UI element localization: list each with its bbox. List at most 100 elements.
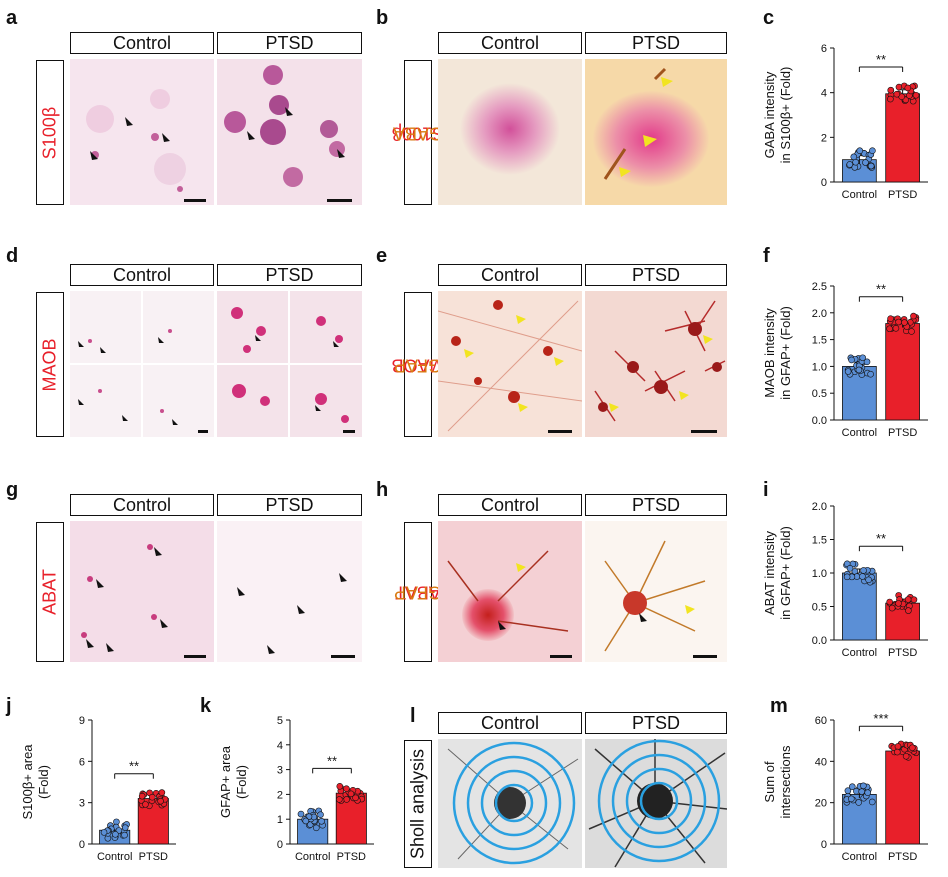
y-axis-label: in GFAP+ (Fold) xyxy=(778,526,793,620)
data-point xyxy=(860,782,867,790)
data-point xyxy=(343,796,350,803)
y-axis-label: S100β+ area xyxy=(20,744,35,820)
y-tick-label: 1 xyxy=(277,814,283,826)
data-point xyxy=(912,91,920,99)
significance-stars: ** xyxy=(876,52,886,67)
y-tick-label: 6 xyxy=(79,756,85,768)
y-axis-label: (Fold) xyxy=(234,765,249,799)
data-point xyxy=(867,162,875,170)
y-tick-label: 0 xyxy=(821,177,827,189)
condition-ptsd-g: PTSD xyxy=(217,494,362,516)
condition-control-b: Control xyxy=(438,32,582,54)
y-tick-label: 4 xyxy=(277,740,283,752)
data-point xyxy=(887,86,895,94)
x-tick-label: Control xyxy=(842,427,877,439)
y-axis-label: ABAT intensity xyxy=(762,530,777,615)
significance-stars: ** xyxy=(129,759,139,774)
data-point xyxy=(860,567,867,574)
stain-label-l: Sholl analysis xyxy=(404,740,432,868)
condition-control-a: Control xyxy=(70,32,214,54)
y-tick-label: 0.0 xyxy=(812,635,827,647)
y-tick-label: 2 xyxy=(277,789,283,801)
chart-j: 0 3 6 9 S100β+ area (Fold) Control PTSD ** xyxy=(0,702,190,872)
chart-svg-i: 0.0 0.5 1.0 1.5 2.0 ABAT intensity in GFAP+ (F… xyxy=(762,501,928,659)
data-point xyxy=(313,824,320,832)
chart-svg-j: 0 3 6 9 S100β+ area (Fold) Control PTSD ** xyxy=(20,715,176,863)
y-tick-label: 3 xyxy=(277,765,283,777)
x-tick-label: PTSD xyxy=(139,851,168,863)
chart-i: 0.0 0.5 1.0 1.5 2.0 ABAT intensity in GFAP+ (F… xyxy=(742,488,942,668)
chart-m: 0 20 40 60 Sum of intersections Control PTSD *** xyxy=(742,702,942,872)
chart-f: 0.0 0.5 1.0 1.5 2.0 2.5 MAOB intensity in GFAP+… xyxy=(742,268,942,448)
y-tick-label: 0.0 xyxy=(812,415,827,427)
y-tick-label: 0 xyxy=(277,839,283,851)
data-point xyxy=(336,783,344,790)
bar-ptsd xyxy=(885,750,920,845)
significance-stars: ** xyxy=(327,753,337,768)
y-tick-label: 0 xyxy=(79,839,85,851)
panel-label-b: b xyxy=(376,7,389,29)
sholl-image-control xyxy=(438,739,582,868)
data-point xyxy=(895,318,902,326)
x-tick-label: PTSD xyxy=(888,647,917,659)
condition-control-d: Control xyxy=(70,264,214,286)
y-axis-label: MAOB intensity xyxy=(762,308,777,398)
x-tick-label: Control xyxy=(842,647,877,659)
y-tick-label: 0.5 xyxy=(812,388,827,400)
condition-ptsd-l: PTSD xyxy=(585,712,727,734)
data-point xyxy=(317,811,324,818)
data-point xyxy=(902,752,910,760)
data-point xyxy=(888,604,896,612)
y-tick-label: 4 xyxy=(821,88,827,100)
stain-label-g: ABAT xyxy=(36,522,64,662)
data-point xyxy=(121,824,129,831)
data-point xyxy=(892,325,900,332)
data-point xyxy=(895,83,903,91)
micrograph-a-control xyxy=(70,59,214,205)
data-point xyxy=(855,366,863,374)
data-point xyxy=(865,576,872,584)
bar-ptsd xyxy=(885,93,920,183)
stain-label-d: MAOB xyxy=(36,292,64,437)
x-tick-label: Control xyxy=(97,851,132,863)
micrograph-e-ptsd xyxy=(585,291,727,437)
data-point xyxy=(904,596,912,603)
y-tick-label: 1.0 xyxy=(812,361,827,373)
data-point xyxy=(352,794,359,802)
x-tick-label: PTSD xyxy=(888,189,917,201)
data-point xyxy=(862,159,869,166)
data-point xyxy=(859,354,866,362)
data-point xyxy=(100,829,108,836)
x-tick-label: PTSD xyxy=(888,427,917,439)
y-tick-label: 2.0 xyxy=(812,501,827,513)
panel-label-h: h xyxy=(376,479,389,501)
chart-svg-m: 0 20 40 60 Sum of intersections Control PTSD *** xyxy=(762,711,928,863)
condition-ptsd-e: PTSD xyxy=(585,264,727,286)
x-tick-label: PTSD xyxy=(337,851,366,863)
chart-svg-c: 0 2 4 6 GABA intensity in S100β+ (Fold) Contro… xyxy=(762,43,928,201)
x-tick-label: Control xyxy=(295,851,330,863)
data-point xyxy=(158,789,166,796)
condition-ptsd-d: PTSD xyxy=(217,264,362,286)
data-point xyxy=(336,796,343,803)
micrograph-b-ptsd xyxy=(585,59,727,205)
y-axis-label: in GFAP+ (Fold) xyxy=(778,306,793,400)
bar-ptsd xyxy=(885,323,920,421)
data-point xyxy=(859,573,866,580)
panel-label-g: g xyxy=(6,479,19,501)
panel-label-a: a xyxy=(6,7,18,29)
condition-control-g: Control xyxy=(70,494,214,516)
data-point xyxy=(848,356,855,364)
y-tick-label: 6 xyxy=(821,43,827,55)
data-point xyxy=(904,84,912,92)
condition-ptsd-b: PTSD xyxy=(585,32,727,54)
panel-label-j: j xyxy=(6,695,12,717)
data-point xyxy=(318,817,325,825)
y-tick-label: 40 xyxy=(815,756,827,768)
y-tick-label: 0 xyxy=(821,839,827,851)
chart-svg-f: 0.0 0.5 1.0 1.5 2.0 2.5 MAOB intensity in GFAP+… xyxy=(762,281,928,439)
micrograph-d-ptsd xyxy=(217,291,362,437)
y-axis-label: GABA intensity xyxy=(762,71,777,158)
data-point xyxy=(343,785,350,792)
x-tick-label: Control xyxy=(842,851,877,863)
